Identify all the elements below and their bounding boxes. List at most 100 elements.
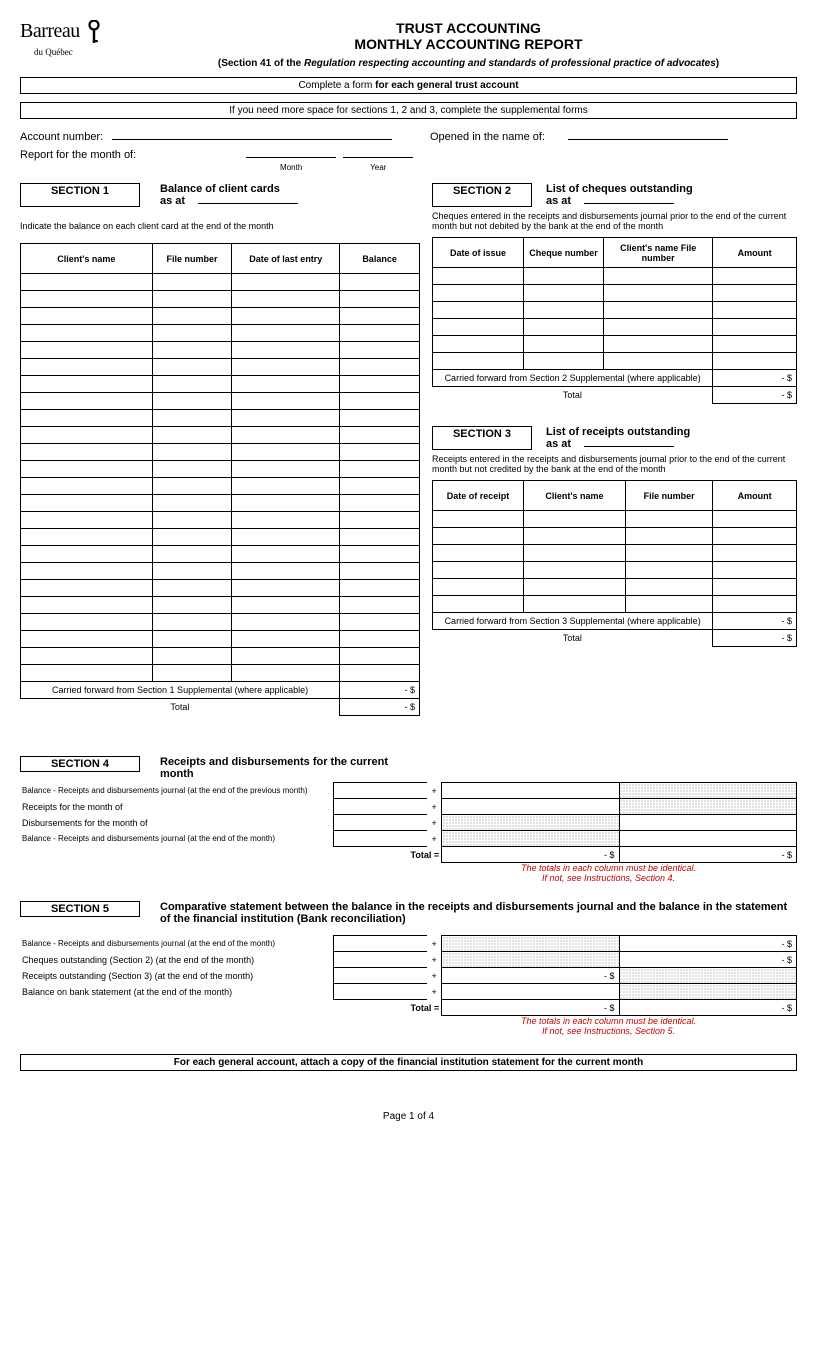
table-row[interactable] (21, 648, 420, 665)
table-row[interactable] (21, 529, 420, 546)
table-row[interactable] (433, 353, 797, 370)
s5-r2-in[interactable] (333, 968, 427, 984)
s5-row0: Balance - Receipts and disbursements jou… (20, 936, 333, 952)
s4-row0: Balance - Receipts and disbursements jou… (20, 783, 333, 799)
s5-r3-in[interactable] (333, 984, 427, 1000)
s3-col0: Date of receipt (433, 481, 524, 511)
section1-table: Client's name File number Date of last e… (20, 243, 420, 716)
table-row[interactable] (433, 319, 797, 336)
s5-r1-in[interactable] (333, 952, 427, 968)
s5-r0-in[interactable] (333, 936, 427, 952)
section4-table: Balance - Receipts and disbursements jou… (20, 782, 797, 863)
table-row[interactable] (21, 325, 420, 342)
table-row[interactable] (21, 444, 420, 461)
account-number-label: Account number: (20, 131, 103, 143)
section5-table: Balance - Receipts and disbursements jou… (20, 935, 797, 1016)
logo-subtext: du Québec (20, 47, 140, 57)
table-row[interactable] (21, 665, 420, 682)
s5-row2: Receipts outstanding (Section 3) (at the… (20, 968, 333, 984)
s4-r2-a (442, 815, 619, 831)
table-row[interactable] (433, 336, 797, 353)
s2-col2: Client's name File number (604, 238, 713, 268)
year-input[interactable] (343, 157, 413, 158)
instruction-box-1: Complete a form for each general trust a… (20, 77, 797, 94)
table-row[interactable] (21, 427, 420, 444)
s4-r1-in[interactable] (333, 799, 427, 815)
s4-r3-in[interactable] (333, 831, 427, 847)
s4-r0-a[interactable] (442, 783, 619, 799)
s5-r3-a[interactable] (442, 984, 619, 1000)
section2-table: Date of issue Cheque number Client's nam… (432, 237, 797, 404)
table-row[interactable] (433, 579, 797, 596)
s4-tot1: - $ (442, 847, 619, 863)
table-row[interactable] (21, 597, 420, 614)
table-row[interactable] (21, 359, 420, 376)
s4-r0-in[interactable] (333, 783, 427, 799)
s5-r1-a (442, 952, 619, 968)
s1-col1: File number (152, 244, 232, 274)
table-row[interactable] (21, 495, 420, 512)
table-row[interactable] (21, 614, 420, 631)
table-row[interactable] (21, 631, 420, 648)
page-number: Page 1 of 4 (20, 1111, 797, 1122)
table-row[interactable] (433, 285, 797, 302)
table-row[interactable] (21, 580, 420, 597)
section1-asat: as at (160, 195, 185, 207)
account-number-input[interactable] (112, 139, 392, 140)
table-row[interactable] (21, 308, 420, 325)
s5-tot2: - $ (619, 1000, 796, 1016)
section4-header: SECTION 4 (20, 756, 140, 772)
s4-total-label: Total = (333, 847, 442, 863)
s3-total-label: Total (433, 630, 713, 647)
table-row[interactable] (21, 546, 420, 563)
section2-title: List of cheques outstanding (546, 183, 693, 195)
s5-r0-b: - $ (619, 936, 796, 952)
key-icon (87, 20, 101, 49)
s2-total-val: - $ (713, 387, 797, 404)
section1-header: SECTION 1 (20, 183, 140, 207)
table-row[interactable] (433, 511, 797, 528)
section4-warning1: The totals in each column must be identi… (420, 863, 797, 873)
s1-carried-val: - $ (340, 682, 420, 699)
section3-asat-input[interactable] (584, 446, 674, 447)
table-row[interactable] (21, 478, 420, 495)
section2-note: Cheques entered in the receipts and disb… (432, 211, 797, 231)
section1-asat-input[interactable] (198, 203, 298, 204)
table-row[interactable] (21, 342, 420, 359)
s4-r0-b (619, 783, 796, 799)
section3-header: SECTION 3 (432, 426, 532, 450)
s5-r0-a (442, 936, 619, 952)
s5-r1-b: - $ (619, 952, 796, 968)
table-row[interactable] (433, 302, 797, 319)
table-row[interactable] (21, 291, 420, 308)
s5-r3-b (619, 984, 796, 1000)
section2-asat-input[interactable] (584, 203, 674, 204)
table-row[interactable] (433, 562, 797, 579)
section4-title: Receipts and disbursements for the curre… (160, 756, 400, 780)
table-row[interactable] (21, 393, 420, 410)
table-row[interactable] (21, 274, 420, 291)
s4-r2-in[interactable] (333, 815, 427, 831)
s4-r3-b[interactable] (619, 831, 796, 847)
table-row[interactable] (433, 545, 797, 562)
table-row[interactable] (433, 528, 797, 545)
subtitle-ital: Regulation respecting accounting and sta… (304, 58, 716, 69)
s4-r1-a[interactable] (442, 799, 619, 815)
table-row[interactable] (21, 410, 420, 427)
footer-box: For each general account, attach a copy … (20, 1054, 797, 1071)
s4-row1: Receipts for the month of (20, 799, 333, 815)
s4-row2: Disbursements for the month of (20, 815, 333, 831)
s2-col0: Date of issue (433, 238, 524, 268)
month-input[interactable] (246, 157, 336, 158)
opened-input[interactable] (568, 139, 728, 140)
s4-r2-b[interactable] (619, 815, 796, 831)
table-row[interactable] (433, 596, 797, 613)
table-row[interactable] (21, 376, 420, 393)
s3-total-val: - $ (713, 630, 797, 647)
table-row[interactable] (21, 563, 420, 580)
table-row[interactable] (21, 461, 420, 478)
s1-total-label: Total (21, 699, 340, 716)
table-row[interactable] (433, 268, 797, 285)
s4-tot2: - $ (619, 847, 796, 863)
table-row[interactable] (21, 512, 420, 529)
